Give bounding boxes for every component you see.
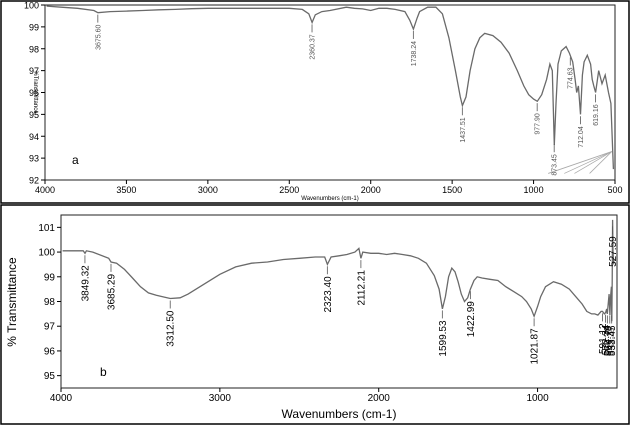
panel-b-ytick-label: 96: [44, 346, 56, 357]
panel-b-peak-label: 3312.50: [166, 310, 177, 347]
panel-a-fan-line: [564, 151, 612, 174]
panel-b-xtick-label: 4000: [50, 393, 73, 404]
panel-a-annotation-lines: [548, 151, 613, 174]
panel-a-letter: a: [72, 153, 79, 167]
panel-b-letter: b: [100, 365, 107, 379]
panel-b-peak-label: 3849.32: [80, 265, 91, 302]
panel-a-ytick-label: 92: [29, 176, 39, 186]
panel-a-peak-labels: 3675.60 2360.37 1738.24 1437.51 977.90 873.45…: [95, 14, 600, 176]
panel-a-peak-label: 712.04: [578, 126, 585, 148]
panel-b-peak-label: 591.12: [598, 323, 609, 354]
panel-b-peak-label: 3685.29: [107, 274, 118, 311]
panel-a-ytick-label: 99: [29, 22, 39, 32]
panel-b-ytick-label: 99: [44, 272, 56, 283]
panel-a-ytick-label: 100: [24, 1, 39, 11]
panel-a-frame: [0, 0, 630, 204]
panel-a: 4000 3500 3000 2500 2000 1500 1000 500 100 99 98 97…: [0, 0, 630, 204]
panel-b-peak-label: 560.78: [603, 325, 614, 356]
panel-a-ytick-label: 98: [29, 44, 39, 54]
panel-a-series-line: [46, 5, 615, 170]
panel-b-ytick-label: 98: [44, 297, 56, 308]
panel-a-peak-label: 1437.51: [460, 117, 467, 142]
panel-a-peak-label: 619.16: [593, 104, 600, 126]
panel-a-ticks: 4000 3500 3000 2500 2000 1500 1000 500 100 99 98 97…: [24, 1, 623, 196]
panel-a-fan-line: [574, 151, 612, 174]
panel-b-peak-label: 1422.99: [466, 301, 477, 338]
panel-b-peak-labels: 3849.32 3685.29 3312.50 2323.40 2112.21 1599.…: [80, 226, 619, 365]
panel-a-xtick-label: 1000: [524, 185, 544, 195]
panel-a-ytick-label: 93: [29, 154, 39, 164]
panel-b-peak-label: 1021.87: [530, 328, 541, 365]
panel-a-peak-label: 977.90: [535, 113, 542, 135]
panel-b-peak-label: 2323.40: [323, 276, 334, 313]
panel-a-peak-label: 2360.37: [310, 34, 317, 59]
panel-b-peak-label: 572.34: [601, 324, 612, 355]
panel-a-xtick-label: 500: [607, 185, 622, 195]
panel-b-ytick-label: 100: [38, 248, 55, 259]
panel-a-ylabel: %Transmittance: [32, 70, 38, 114]
panel-a-peak-label: 774.63: [568, 67, 575, 89]
panel-a-ytick-label: 97: [29, 66, 39, 76]
panel-b-xtick-label: 2000: [368, 393, 391, 404]
panel-b: 4000 3000 2000 1000 101 100 99 98 97 96 95 3849.32…: [0, 204, 630, 425]
panel-b-xtick-label: 1000: [526, 393, 549, 404]
panel-b-series-line: [62, 219, 615, 322]
panel-a-ytick-label: 94: [29, 132, 39, 142]
panel-a-fan-line: [548, 151, 612, 174]
panel-a-peak-label: 3675.60: [95, 24, 102, 49]
panel-b-ytick-label: 97: [44, 322, 56, 333]
panel-b-ytick-label: 95: [44, 371, 56, 382]
panel-b-xlabel: Wavenumbers (cm-1): [282, 407, 397, 421]
panel-b-xtick-label: 3000: [209, 393, 232, 404]
panel-a-xtick-label: 3500: [116, 185, 136, 195]
panel-a-fan-line: [589, 151, 613, 174]
panel-a-xtick-label: 2000: [361, 185, 381, 195]
panel-b-peak-label: 533.45: [607, 325, 618, 356]
panel-b-ticks: 4000 3000 2000 1000 101 100 99 98 97 96 95: [38, 223, 549, 404]
panel-a-xlabel: Wavenumbers (cm-1): [301, 196, 358, 202]
panel-b-peak-label: 2112.21: [356, 270, 367, 306]
panel-b-peak-label: 545.37: [605, 325, 616, 356]
panel-a-xtick-label: 1500: [442, 185, 462, 195]
panel-b-ytick-label: 101: [38, 223, 55, 234]
panel-a-ytick-label: 95: [29, 110, 39, 120]
panel-a-peak-label: 873.45: [552, 154, 559, 176]
panel-b-peak-label: 1599.53: [438, 320, 449, 357]
panel-a-xtick-label: 4000: [35, 185, 55, 195]
panel-b-ylabel: % Transmittance: [5, 257, 19, 347]
panel-a-xtick-label: 3000: [198, 185, 218, 195]
panel-a-ytick-label: 96: [29, 88, 39, 98]
panel-b-peak-label: 527.59: [608, 236, 619, 267]
panel-a-xtick-label: 2500: [279, 185, 299, 195]
panel-a-peak-label: 1738.24: [411, 41, 418, 66]
